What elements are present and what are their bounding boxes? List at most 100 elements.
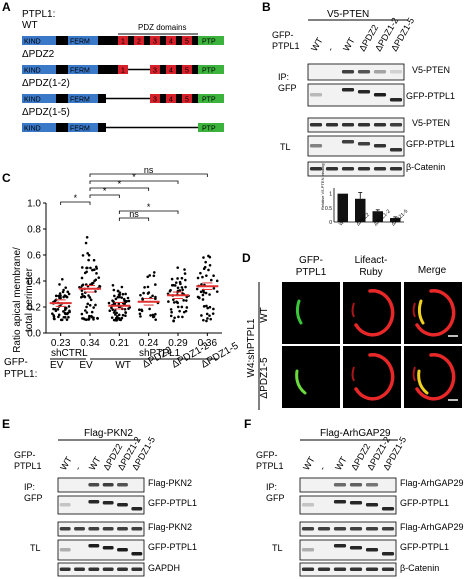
panel-e-blot-label-5: GAPDH (148, 563, 180, 573)
c-data-point (180, 276, 184, 280)
c-data-point (86, 266, 89, 270)
ruby-signal (415, 289, 456, 337)
ptp-domain (198, 65, 224, 74)
c-data-point (126, 296, 130, 300)
c-data-point (95, 267, 98, 270)
band (357, 142, 371, 146)
c-data-point (91, 281, 95, 285)
inset-category-label: ΔPDZ1-5 (390, 208, 409, 227)
blot-strip (299, 495, 397, 515)
kind-label: KIND (24, 39, 41, 46)
band (317, 567, 331, 571)
d-row2-label: ΔPDZ1-5 (259, 357, 270, 399)
inset-tick-label: 1 (329, 192, 332, 198)
band (88, 500, 100, 504)
c-data-point (59, 294, 62, 298)
band (365, 527, 379, 531)
c-y-tick-label: 0.4 (27, 277, 41, 288)
group-label-shctrl: shCTRL (51, 348, 88, 359)
c-y-tick-label: 1.0 (27, 199, 41, 210)
sig-bracket (89, 180, 179, 184)
c-data-point (170, 310, 173, 314)
c-data-point (212, 274, 215, 278)
panel-a-header: PTPL1: (22, 9, 55, 20)
pdz-domain-3 (150, 65, 160, 74)
linker-block (56, 36, 68, 45)
panel-e-blot-label-1: Flag-PKN2 (148, 478, 192, 488)
panel-f-letter: F (244, 417, 251, 431)
band (117, 567, 128, 571)
sig-bracket (89, 187, 150, 191)
kind-label: KIND (24, 68, 41, 75)
c-mean-value: 0.34 (80, 338, 100, 349)
micrograph-2-1 (282, 346, 340, 408)
d-row1-label: WT (259, 307, 270, 323)
construct-name-dpdz12: ΔPDZ(1-2) (22, 78, 70, 89)
band (341, 70, 355, 74)
c-data-point (182, 299, 185, 302)
ruby-signal (354, 289, 395, 337)
band (309, 123, 323, 127)
c-data-point (208, 293, 211, 296)
pdz-domain-5 (182, 36, 192, 45)
band (357, 90, 371, 94)
ruby-signal (415, 353, 456, 401)
band (131, 567, 143, 571)
c-data-point (208, 264, 212, 267)
sig-bracket (118, 210, 179, 214)
c-data-point (172, 319, 175, 323)
ruby-signal-faint (412, 302, 416, 318)
blot-strip (307, 161, 405, 177)
c-data-point (205, 319, 208, 323)
band (365, 548, 379, 552)
c-data-point (176, 286, 180, 290)
inset-bar (390, 218, 401, 222)
band (381, 552, 395, 556)
c-data-point (152, 315, 156, 318)
c-data-point (80, 312, 84, 316)
c-data-point (92, 306, 95, 309)
linker-block (192, 65, 198, 74)
c-data-point (176, 305, 180, 309)
band (309, 144, 323, 148)
c-data-point (91, 268, 94, 272)
band (59, 567, 71, 571)
ferm-label: FERM (70, 97, 90, 104)
ruby-signal-faint (351, 366, 355, 382)
c-data-point (176, 277, 179, 280)
linker-block (98, 94, 106, 103)
ptp-label: PTP (202, 39, 216, 46)
band (88, 527, 100, 531)
c-data-point (54, 307, 57, 311)
c-data-point (113, 302, 117, 305)
c-data-point (205, 304, 208, 308)
sig-label: * (103, 186, 107, 196)
c-data-point (118, 293, 122, 297)
band (333, 567, 347, 571)
c-data-point (98, 285, 102, 288)
c-data-point (120, 285, 124, 289)
lane-label: - (73, 464, 83, 472)
linker-block (106, 65, 118, 74)
panel-f-tl-label: TL (272, 543, 283, 553)
d-col2-label-1: Lifeact- (355, 255, 388, 266)
ferm-domain (68, 36, 98, 45)
blot-strip (299, 539, 397, 561)
band (389, 167, 403, 171)
c-data-point (202, 291, 206, 294)
c-data-point (115, 316, 118, 320)
panel-b-letter: B (262, 0, 271, 14)
c-data-point (85, 235, 89, 239)
c-data-point (82, 317, 86, 320)
linker-block (98, 123, 106, 132)
c-data-point (168, 290, 172, 293)
ptp-domain (198, 36, 224, 45)
c-data-point (183, 272, 187, 275)
c-data-point (67, 305, 71, 308)
c-data-point (154, 297, 157, 301)
c-y-tick-label: 0.0 (27, 329, 41, 340)
gfp-signal (295, 299, 303, 325)
kind-label: KIND (24, 126, 41, 133)
panel-e-left-label-2: PTPL1 (14, 461, 42, 471)
